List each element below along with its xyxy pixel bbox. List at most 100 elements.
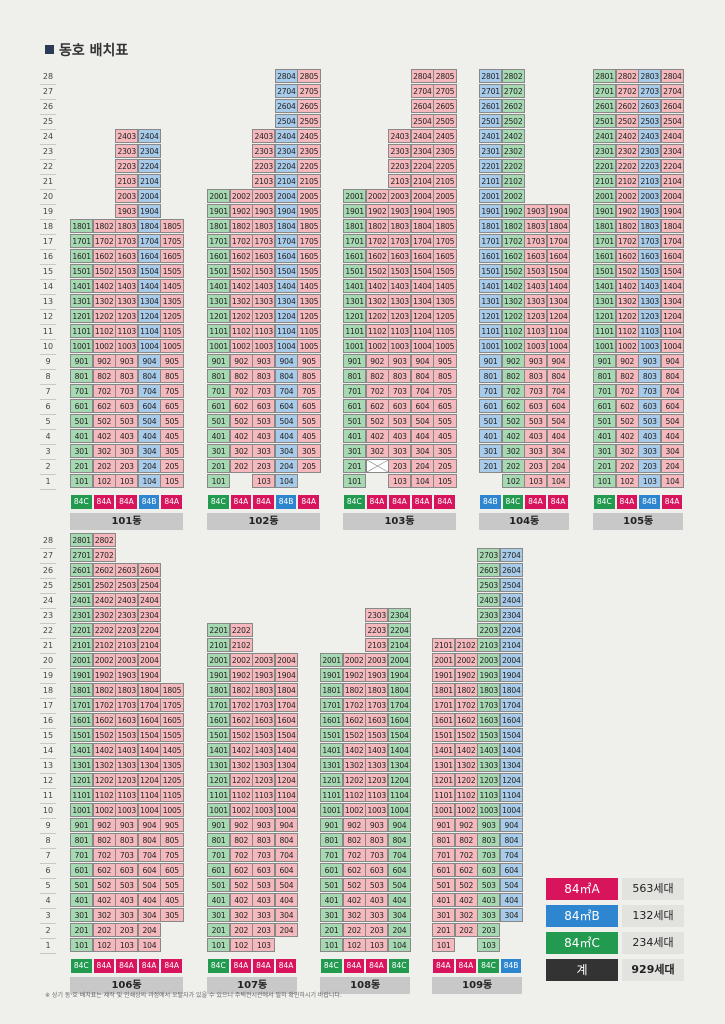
unit-cell[interactable]: 801 <box>320 833 344 847</box>
unit-cell[interactable]: 1802 <box>454 683 478 697</box>
unit-cell[interactable]: 1505 <box>297 264 321 278</box>
unit-cell[interactable]: 202 <box>501 459 525 473</box>
unit-cell[interactable]: 1802 <box>92 219 116 233</box>
unit-cell[interactable]: 1904 <box>274 668 298 682</box>
unit-cell[interactable]: 201 <box>479 459 503 473</box>
unit-cell[interactable]: 904 <box>387 818 411 832</box>
unit-cell[interactable]: 1103 <box>252 324 276 338</box>
unit-cell[interactable]: 2803 <box>638 69 662 83</box>
unit-cell[interactable]: 1603 <box>252 249 276 263</box>
unit-cell[interactable]: 601 <box>320 863 344 877</box>
unit-cell[interactable]: 1005 <box>433 339 457 353</box>
unit-cell[interactable]: 1404 <box>137 743 161 757</box>
unit-cell[interactable]: 2203 <box>638 159 662 173</box>
unit-cell[interactable]: 2302 <box>615 144 639 158</box>
unit-cell[interactable]: 1302 <box>229 758 253 772</box>
unit-cell[interactable]: 701 <box>479 384 503 398</box>
unit-cell[interactable]: 1304 <box>499 758 523 772</box>
unit-cell[interactable]: 304 <box>137 908 161 922</box>
unit-cell[interactable]: 504 <box>274 414 298 428</box>
unit-cell[interactable]: 2202 <box>229 623 253 637</box>
unit-cell[interactable]: 1001 <box>432 803 456 817</box>
unit-cell[interactable]: 2001 <box>432 653 456 667</box>
unit-cell[interactable]: 2704 <box>410 84 434 98</box>
unit-cell[interactable]: 2503 <box>477 578 501 592</box>
unit-cell[interactable]: 201 <box>207 459 231 473</box>
unit-cell[interactable]: 2103 <box>115 174 139 188</box>
unit-cell[interactable]: 901 <box>343 354 367 368</box>
unit-cell[interactable]: 503 <box>252 414 276 428</box>
unit-cell[interactable]: 601 <box>70 863 94 877</box>
unit-cell[interactable]: 404 <box>137 893 161 907</box>
unit-cell[interactable]: 105 <box>433 474 457 488</box>
unit-cell[interactable]: 703 <box>477 848 501 862</box>
unit-cell[interactable]: 1003 <box>252 339 276 353</box>
unit-cell[interactable]: 1703 <box>524 234 548 248</box>
unit-cell[interactable]: 1702 <box>365 234 389 248</box>
unit-cell[interactable]: 602 <box>501 399 525 413</box>
unit-cell[interactable]: 1503 <box>252 728 276 742</box>
unit-cell[interactable]: 204 <box>546 459 570 473</box>
unit-cell[interactable]: 402 <box>229 893 253 907</box>
unit-cell[interactable]: 1605 <box>160 249 184 263</box>
unit-cell[interactable]: 504 <box>499 878 523 892</box>
unit-cell[interactable]: 503 <box>252 878 276 892</box>
unit-cell[interactable]: 1404 <box>274 279 298 293</box>
unit-cell[interactable]: 2303 <box>365 608 389 622</box>
unit-cell[interactable]: 604 <box>274 399 298 413</box>
unit-cell[interactable]: 902 <box>92 818 116 832</box>
unit-cell[interactable]: 2002 <box>454 653 478 667</box>
unit-cell[interactable]: 2403 <box>388 129 412 143</box>
unit-cell[interactable]: 802 <box>365 369 389 383</box>
unit-cell[interactable]: 502 <box>454 878 478 892</box>
unit-cell[interactable]: 1002 <box>342 803 366 817</box>
unit-cell[interactable]: 103 <box>477 938 501 952</box>
unit-cell[interactable]: 1204 <box>499 773 523 787</box>
unit-cell[interactable]: 1601 <box>593 249 617 263</box>
unit-cell[interactable]: 502 <box>92 878 116 892</box>
unit-cell[interactable]: 1303 <box>365 758 389 772</box>
unit-cell[interactable]: 2504 <box>274 114 298 128</box>
unit-cell[interactable]: 1102 <box>92 324 116 338</box>
unit-cell[interactable]: 1603 <box>477 713 501 727</box>
unit-cell[interactable]: 203 <box>252 923 276 937</box>
unit-cell[interactable]: 1802 <box>365 219 389 233</box>
unit-cell[interactable]: 301 <box>343 444 367 458</box>
unit-cell[interactable]: 304 <box>137 444 161 458</box>
unit-cell[interactable]: 301 <box>479 444 503 458</box>
unit-cell[interactable]: 904 <box>274 354 298 368</box>
unit-cell[interactable]: 404 <box>410 429 434 443</box>
unit-cell[interactable]: 1903 <box>115 668 139 682</box>
unit-cell[interactable]: 1105 <box>160 324 184 338</box>
unit-cell[interactable]: 1601 <box>207 713 231 727</box>
unit-cell[interactable]: 301 <box>207 444 231 458</box>
unit-cell[interactable]: 2704 <box>499 548 523 562</box>
unit-cell[interactable]: 2305 <box>297 144 321 158</box>
unit-cell[interactable]: 1204 <box>137 309 161 323</box>
unit-cell[interactable]: 1203 <box>252 309 276 323</box>
unit-cell[interactable]: 905 <box>160 354 184 368</box>
unit-cell[interactable]: 2103 <box>365 638 389 652</box>
unit-cell[interactable]: 1701 <box>320 698 344 712</box>
unit-cell[interactable]: 1201 <box>70 309 94 323</box>
unit-cell[interactable]: 401 <box>207 893 231 907</box>
unit-cell[interactable]: 1504 <box>499 728 523 742</box>
unit-cell[interactable]: 403 <box>115 429 139 443</box>
unit-cell[interactable]: 103 <box>115 938 139 952</box>
unit-cell[interactable]: 303 <box>524 444 548 458</box>
unit-cell[interactable]: 1403 <box>115 743 139 757</box>
unit-cell[interactable]: 303 <box>115 908 139 922</box>
unit-cell[interactable]: 402 <box>615 429 639 443</box>
unit-cell[interactable]: 802 <box>342 833 366 847</box>
unit-cell[interactable]: 503 <box>365 878 389 892</box>
unit-cell[interactable]: 2001 <box>343 189 367 203</box>
unit-cell[interactable]: 903 <box>115 354 139 368</box>
unit-cell[interactable]: 2001 <box>70 653 94 667</box>
unit-cell[interactable]: 1702 <box>92 234 116 248</box>
unit-cell[interactable]: 1203 <box>115 773 139 787</box>
unit-cell[interactable]: 301 <box>207 908 231 922</box>
unit-cell[interactable]: 1103 <box>115 788 139 802</box>
unit-cell[interactable]: 1303 <box>252 294 276 308</box>
unit-cell[interactable]: 403 <box>388 429 412 443</box>
unit-cell[interactable]: 2004 <box>274 189 298 203</box>
